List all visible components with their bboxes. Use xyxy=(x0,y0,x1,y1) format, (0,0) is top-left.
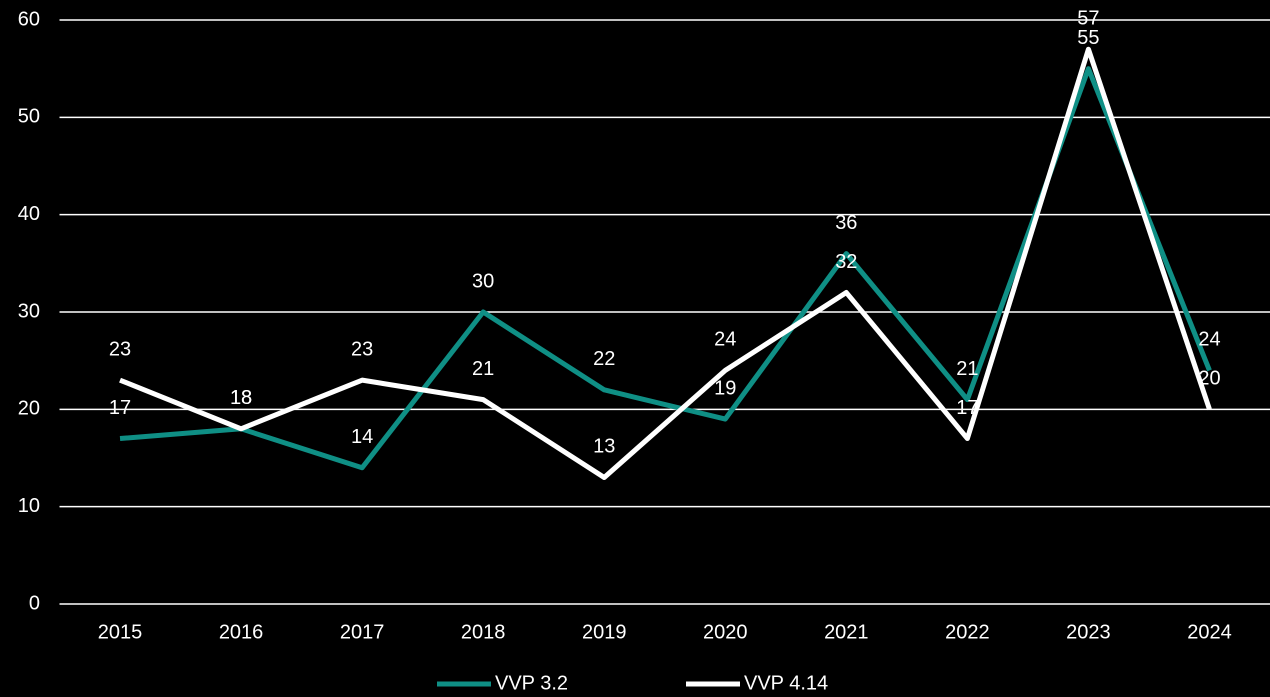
data-label: 19 xyxy=(714,377,736,399)
data-label: 14 xyxy=(351,426,373,448)
x-tick-label: 2019 xyxy=(582,621,627,643)
data-label: 32 xyxy=(835,251,857,273)
data-label: 18 xyxy=(230,387,252,409)
data-label: 24 xyxy=(1198,329,1220,351)
x-tick-label: 2021 xyxy=(824,621,869,643)
legend-label: VVP 3.2 xyxy=(495,672,568,694)
data-label: 17 xyxy=(109,397,131,419)
data-label: 36 xyxy=(835,212,857,234)
data-label: 22 xyxy=(593,348,615,370)
data-label: 17 xyxy=(956,397,978,419)
x-tick-label: 2023 xyxy=(1066,621,1111,643)
x-tick-label: 2022 xyxy=(945,621,990,643)
y-tick-label: 0 xyxy=(29,592,40,614)
x-tick-label: 2020 xyxy=(703,621,748,643)
data-label: 18 xyxy=(230,387,252,409)
y-tick-label: 50 xyxy=(18,106,40,128)
data-label: 21 xyxy=(472,358,494,380)
x-tick-label: 2016 xyxy=(219,621,264,643)
data-label: 20 xyxy=(1198,368,1220,390)
data-label: 13 xyxy=(593,436,615,458)
y-tick-label: 60 xyxy=(18,8,40,30)
x-tick-label: 2017 xyxy=(340,621,385,643)
legend-label: VVP 4.14 xyxy=(744,672,828,694)
data-label: 57 xyxy=(1077,7,1099,29)
x-tick-label: 2018 xyxy=(461,621,506,643)
x-tick-label: 2024 xyxy=(1187,621,1232,643)
data-label: 21 xyxy=(956,358,978,380)
y-tick-label: 40 xyxy=(18,203,40,225)
series-line xyxy=(119,46,1212,480)
x-tick-label: 2015 xyxy=(98,621,143,643)
data-label: 24 xyxy=(714,329,736,351)
y-tick-label: 10 xyxy=(18,495,40,517)
data-label: 23 xyxy=(351,338,373,360)
series-line xyxy=(119,66,1212,471)
data-label: 55 xyxy=(1077,27,1099,49)
data-label: 30 xyxy=(472,270,494,292)
y-tick-label: 30 xyxy=(18,300,40,322)
y-tick-label: 20 xyxy=(18,398,40,420)
data-label: 23 xyxy=(109,338,131,360)
